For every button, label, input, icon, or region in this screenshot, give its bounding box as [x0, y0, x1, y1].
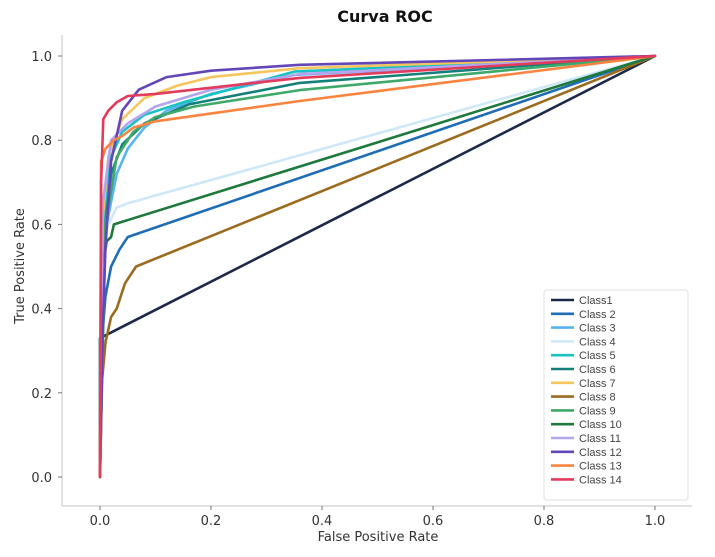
series-line-class-12	[98, 54, 657, 479]
legend-label: Class 10	[579, 419, 622, 431]
series-lines	[98, 54, 657, 479]
chart-title: Curva ROC	[337, 7, 432, 26]
legend-label: Class 14	[579, 474, 622, 486]
legend-label: Class 13	[579, 461, 622, 473]
legend-label: Class 7	[579, 378, 616, 390]
legend-label: Class 9	[579, 405, 616, 417]
plot-area: 0.0 0.2 0.4 0.6 0.8 1.0 0.0 0.2 0.4 0.6 0.8 1.0	[31, 35, 692, 529]
y-tick-label: 0.0	[31, 471, 52, 486]
legend-label: Class 5	[579, 350, 616, 362]
y-axis-ticks: 0.0 0.2 0.4 0.6 0.8 1.0	[31, 50, 62, 486]
series-line-class-11	[98, 54, 657, 479]
x-tick-label: 1.0	[645, 514, 666, 529]
x-tick-label: 0.8	[534, 514, 555, 529]
y-tick-label: 1.0	[31, 50, 52, 65]
legend-label: Class 3	[579, 323, 616, 335]
series-line-class-14	[98, 54, 657, 479]
y-tick-label: 0.8	[31, 134, 52, 149]
x-axis-label: False Positive Rate	[318, 530, 439, 545]
x-tick-label: 0.6	[423, 514, 444, 529]
legend-label: Class 6	[579, 364, 616, 376]
legend-label: Class1	[579, 295, 613, 307]
legend-label: Class 12	[579, 447, 622, 459]
y-tick-label: 0.2	[31, 387, 52, 402]
x-tick-label: 0.2	[201, 514, 222, 529]
legend-label: Class 8	[579, 392, 616, 404]
legend-label: Class 4	[579, 336, 616, 348]
legend-frame	[543, 289, 689, 501]
y-tick-label: 0.6	[31, 218, 52, 233]
legend-label: Class 11	[579, 433, 621, 445]
x-tick-label: 0.0	[90, 514, 111, 529]
y-tick-label: 0.4	[31, 303, 52, 318]
x-axis-ticks: 0.0 0.2 0.4 0.6 0.8 1.0	[90, 506, 666, 529]
x-tick-label: 0.4	[312, 514, 333, 529]
legend-label: Class 2	[579, 309, 616, 321]
y-axis-label: True Positive Rate	[13, 208, 28, 325]
